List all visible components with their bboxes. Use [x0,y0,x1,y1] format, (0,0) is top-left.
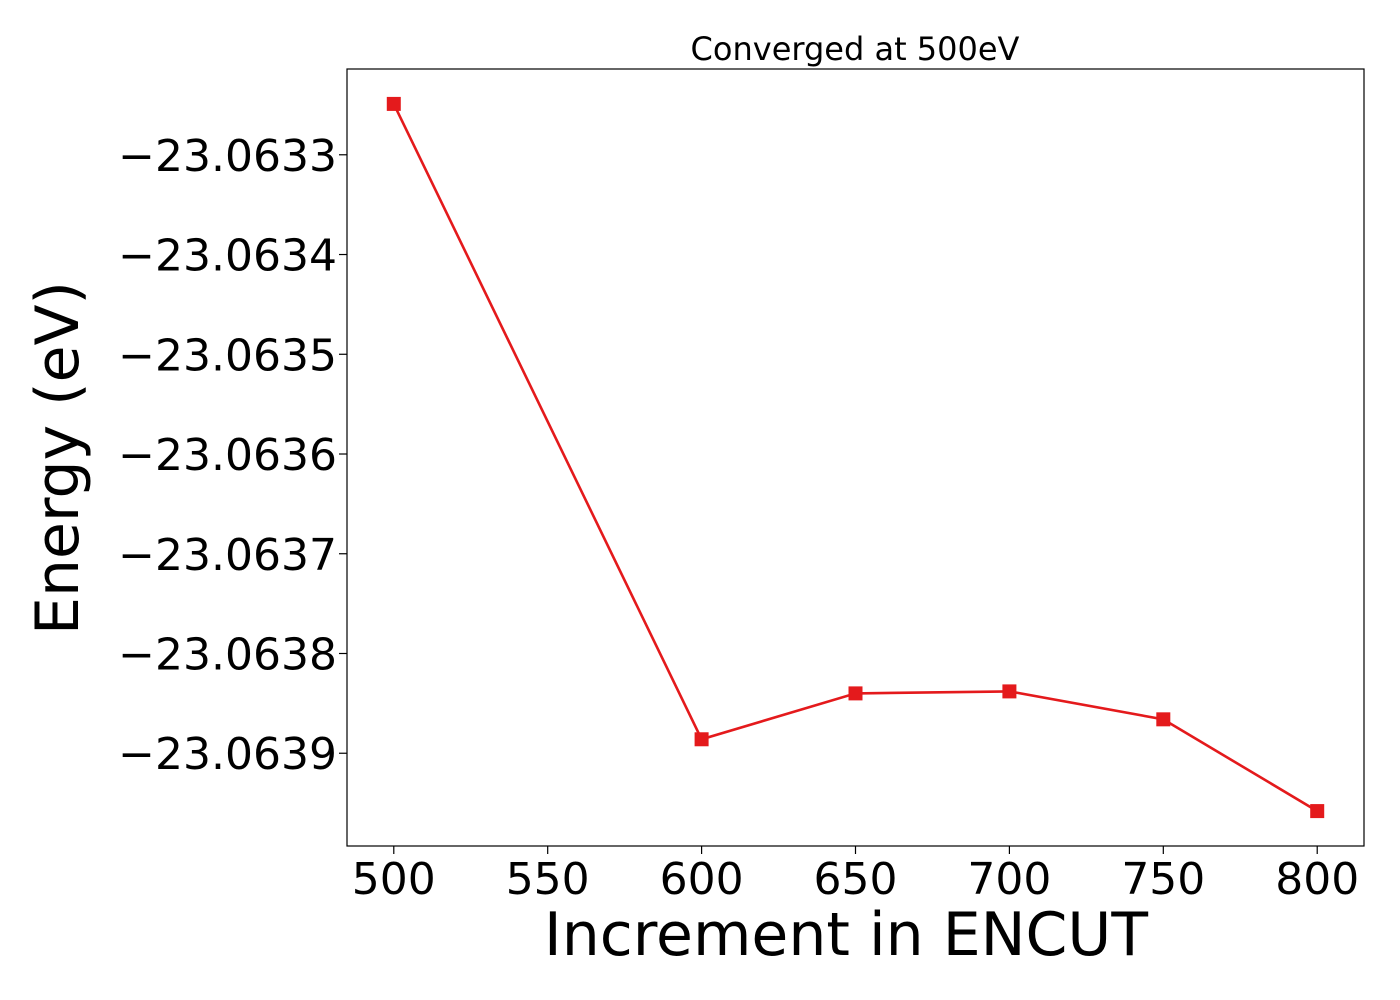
x-tick-label: 750 [1121,854,1205,905]
y-tick-label: −23.0639 [118,729,337,780]
data-point-marker [848,686,863,701]
y-tick-label: −23.0637 [118,530,337,581]
x-tick-label: 800 [1275,854,1359,905]
x-tick-label: 550 [506,854,590,905]
x-axis-label: Increment in ENCUT [544,900,1148,970]
x-tick-label: 600 [660,854,744,905]
y-tick-label: −23.0638 [118,629,337,680]
series-line [392,103,1318,813]
x-tick-label: 500 [352,854,436,905]
x-tick-label: 650 [814,854,898,905]
plot-area-frame [346,68,1365,847]
data-point-marker [1156,712,1171,727]
x-axis-ticks: 500 550 600 650 700 750 800 [352,846,1359,905]
data-point-marker [1002,684,1017,699]
y-tick-label: −23.0636 [118,430,337,481]
data-point-marker [694,732,709,747]
data-point-marker [1310,804,1325,819]
y-axis-ticks: −23.0633 −23.0634 −23.0635 −23.0636 −23.0637… [118,131,347,780]
y-tick-label: −23.0634 [118,231,337,282]
chart-title: Converged at 500eV [691,30,1020,68]
y-tick-label: −23.0633 [118,131,337,182]
x-tick-label: 700 [967,854,1051,905]
y-tick-label: −23.0635 [118,330,337,381]
y-axis-label: Energy (eV) [23,281,93,635]
series-layer [386,96,1325,819]
data-point-marker [386,96,401,111]
